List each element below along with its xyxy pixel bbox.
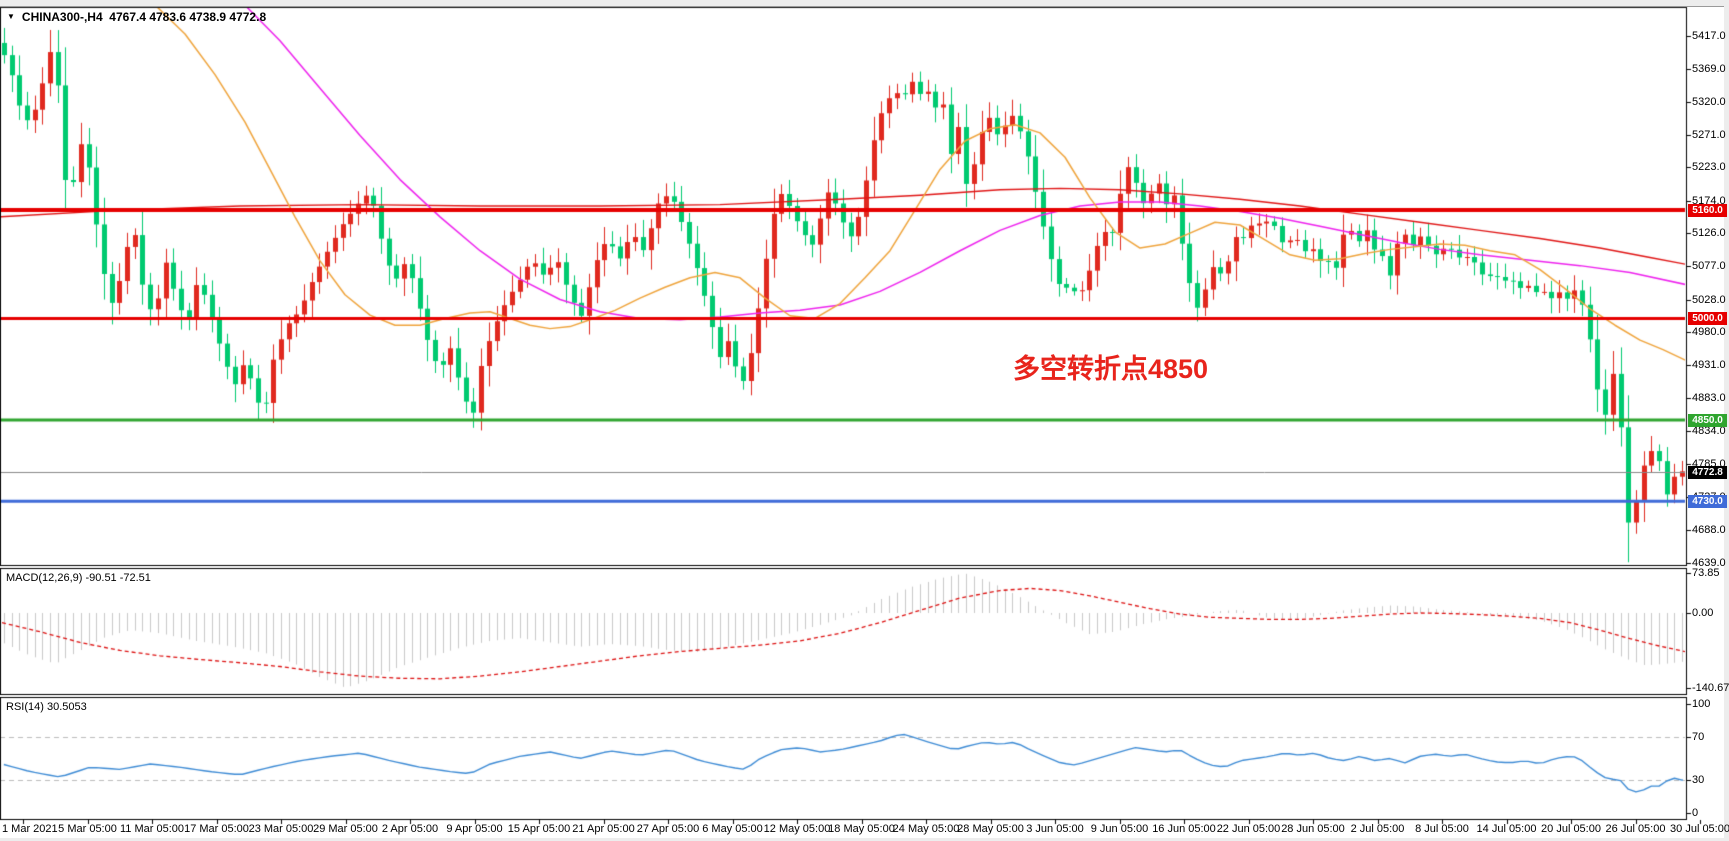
- price-axis-label: 4931.0: [1692, 359, 1726, 372]
- symbol-dropdown-icon[interactable]: ▼: [7, 12, 15, 21]
- time-axis-label: 6 May 05:00: [702, 823, 763, 835]
- time-axis-label: 22 Jun 05:00: [1216, 823, 1281, 835]
- price-axis-label: 5028.0: [1692, 293, 1726, 306]
- macd-axis-label: -140.67: [1692, 682, 1729, 695]
- rsi-axis-label: 70: [1692, 730, 1705, 743]
- price-level-badge-4850.0: 4850.0: [1688, 413, 1727, 427]
- price-axis-label: 4688.0: [1692, 523, 1726, 536]
- window-bottom-chrome: [0, 838, 1729, 841]
- price-axis-label: 5271.0: [1692, 128, 1726, 141]
- rsi-value: 30.5053: [46, 701, 87, 713]
- time-axis-label: 14 Jul 05:00: [1476, 823, 1537, 835]
- time-axis-label: 11 Mar 05:00: [119, 823, 185, 835]
- rsi-axis-label: 100: [1692, 698, 1711, 710]
- price-axis-label: 5077.0: [1692, 260, 1726, 273]
- price-axis-label: 5223.0: [1692, 161, 1726, 174]
- time-axis-label: 26 Jul 05:00: [1605, 823, 1666, 835]
- time-axis-label: 2 Jul 05:00: [1350, 823, 1405, 835]
- price-axis-label: 5126.0: [1692, 227, 1726, 240]
- time-axis-label: 17 Mar 05:00: [184, 823, 249, 835]
- macd-axis-label: 73.85: [1692, 567, 1720, 580]
- price-axis-label: 5417.0: [1692, 30, 1726, 42]
- macd-axis-label: 0.00: [1692, 607, 1714, 619]
- time-axis-label: 12 May 05:00: [763, 823, 831, 835]
- rsi-axis-label: 30: [1692, 774, 1705, 787]
- time-axis-label: 9 Apr 05:00: [446, 823, 503, 835]
- time-axis-label: 18 May 05:00: [828, 823, 895, 835]
- ohlc-readout: 4767.4 4783.6 4738.9 4772.8: [109, 10, 267, 24]
- trend-annotation: 多空转折点4850: [1013, 354, 1209, 384]
- time-axis-label: 9 Jun 05:00: [1090, 823, 1149, 835]
- price-axis-label: 4834.0: [1692, 424, 1726, 437]
- time-axis-label: 3 Jun 05:00: [1026, 823, 1084, 835]
- time-axis-label: 2 Apr 05:00: [381, 823, 439, 835]
- time-axis-label: 27 Apr 05:00: [636, 823, 700, 835]
- time-axis-label: 21 Apr 05:00: [572, 823, 635, 835]
- time-axis-label: 29 Mar 05:00: [313, 823, 378, 835]
- price-axis-label: 4639.0: [1692, 557, 1726, 569]
- chart-title-bar: ▼ CHINA300-,H4 4767.4 4783.6 4738.9 4772.…: [7, 10, 266, 24]
- price-axis-label: 4883.0: [1692, 391, 1726, 404]
- time-axis-label: 23 Mar 05:00: [248, 823, 314, 835]
- price-axis-label: 5320.0: [1692, 95, 1726, 108]
- rsi-label: RSI(14): [6, 701, 44, 713]
- price-axis-label: 4980.0: [1692, 326, 1726, 338]
- price-level-badge-5000.0: 5000.0: [1688, 311, 1727, 325]
- rsi-panel-label: RSI(14) 30.5053: [6, 701, 87, 713]
- macd-label: MACD(12,26,9): [6, 572, 83, 584]
- time-axis-label: 15 Apr 05:00: [507, 823, 571, 835]
- time-axis-label: 28 May 05:00: [957, 823, 1024, 835]
- time-axis-label: 20 Jul 05:00: [1541, 823, 1601, 835]
- time-axis-label: 8 Jul 05:00: [1415, 823, 1469, 835]
- time-axis-label: 16 Jun 05:00: [1152, 823, 1216, 835]
- price-axis-label: 5369.0: [1692, 62, 1726, 75]
- time-axis-label: 28 Jun 05:00: [1281, 823, 1345, 835]
- window-top-chrome: [0, 0, 1729, 7]
- macd-panel-label: MACD(12,26,9) -90.51 -72.51: [6, 572, 151, 584]
- time-axis-label: 30 Jul 05:00: [1670, 823, 1729, 835]
- chart-title: CHINA300-,H4: [21, 10, 103, 24]
- current-price-badge: 4772.8: [1688, 465, 1727, 479]
- time-axis-label: 5 Mar 05:00: [58, 823, 117, 835]
- rsi-axis-label: 0: [1692, 807, 1699, 819]
- price-level-badge-5160.0: 5160.0: [1688, 203, 1727, 217]
- price-level-badge-4730.0: 4730.0: [1688, 494, 1727, 508]
- time-axis-label: 1 Mar 2021: [2, 823, 58, 835]
- time-axis-label: 24 May 05:00: [892, 823, 960, 835]
- macd-values: -90.51 -72.51: [85, 572, 151, 584]
